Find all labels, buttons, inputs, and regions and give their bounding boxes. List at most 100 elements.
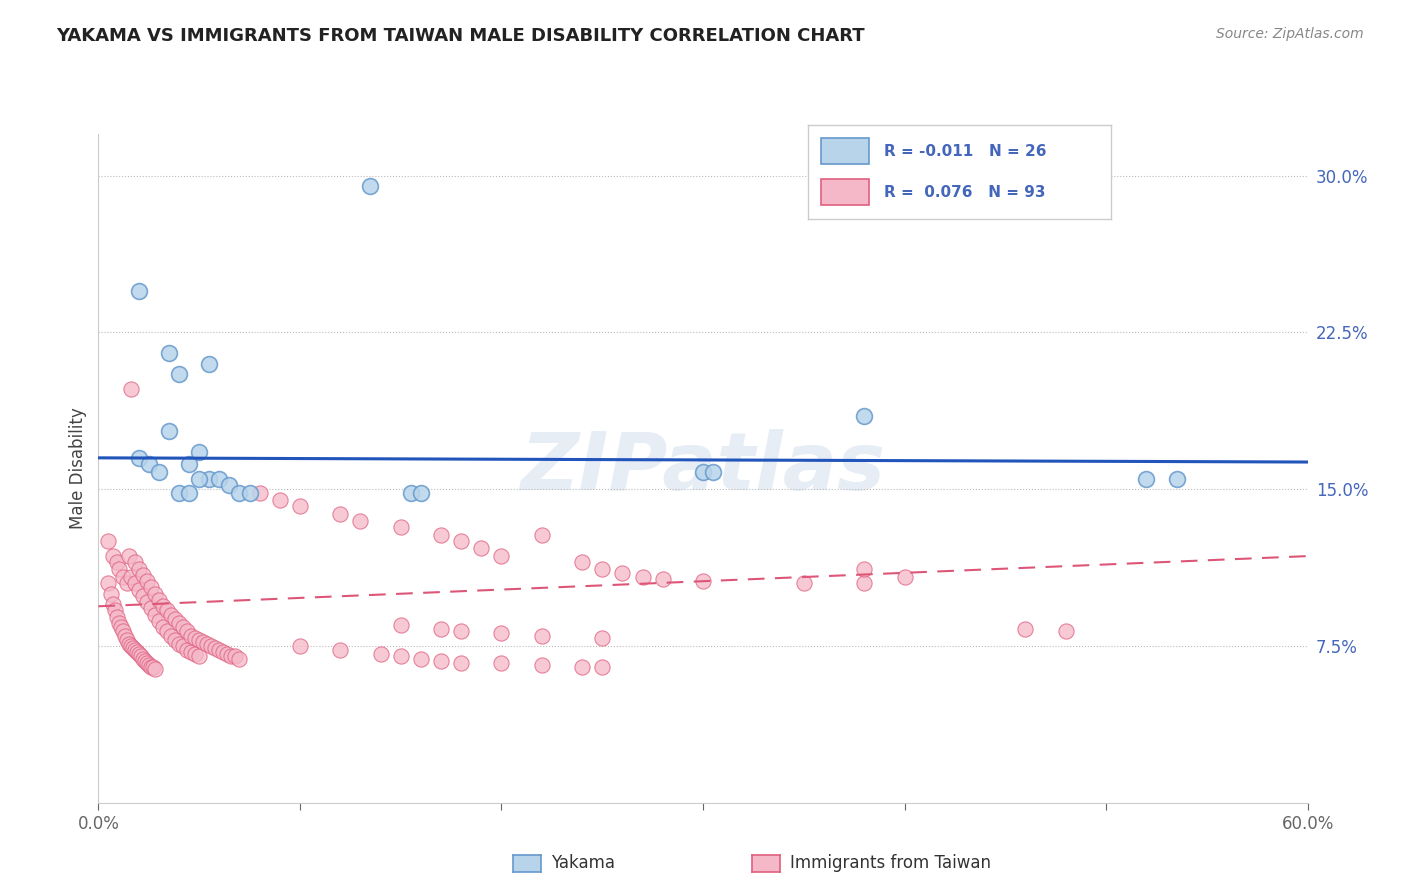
Point <box>115 576 138 591</box>
Point <box>221 649 243 664</box>
Point <box>853 576 876 591</box>
Point <box>288 499 311 513</box>
Point <box>135 656 157 670</box>
Text: R =  0.076   N = 93: R = 0.076 N = 93 <box>884 185 1046 200</box>
Point <box>120 570 142 584</box>
Point <box>1135 472 1157 486</box>
Point <box>200 639 222 653</box>
Point <box>118 549 141 563</box>
Point <box>97 534 120 549</box>
Point <box>329 508 352 522</box>
Point <box>101 549 124 563</box>
Point <box>208 643 231 657</box>
Point <box>121 641 143 656</box>
Point <box>157 424 180 438</box>
Point <box>430 622 453 636</box>
Point <box>612 566 634 580</box>
Point <box>530 657 553 672</box>
Point <box>172 639 194 653</box>
Point <box>163 612 186 626</box>
Point <box>193 635 215 649</box>
Point <box>124 576 146 591</box>
Point <box>138 457 160 471</box>
Point <box>148 614 170 628</box>
Point <box>430 654 453 668</box>
Point <box>129 649 152 664</box>
Point <box>139 581 162 595</box>
Point <box>288 639 311 653</box>
Point <box>217 648 239 662</box>
Point <box>120 639 142 653</box>
Point <box>124 643 146 657</box>
Text: R = -0.011   N = 26: R = -0.011 N = 26 <box>884 144 1046 159</box>
Point <box>163 632 186 647</box>
Point <box>188 444 211 458</box>
Point <box>228 486 250 500</box>
Point <box>179 457 201 471</box>
Text: Yakama: Yakama <box>551 855 616 872</box>
Point <box>1054 624 1077 639</box>
Point <box>167 637 190 651</box>
Point <box>139 660 162 674</box>
Point <box>692 574 714 589</box>
Point <box>128 284 150 298</box>
Point <box>389 649 412 664</box>
Point <box>135 574 157 589</box>
Point <box>180 628 202 642</box>
Point <box>115 632 138 647</box>
Point <box>143 607 166 622</box>
Point <box>124 555 146 569</box>
Point <box>651 572 673 586</box>
Point <box>160 607 183 622</box>
Point <box>101 597 124 611</box>
Point <box>591 660 613 674</box>
Point <box>198 357 221 371</box>
Point <box>148 593 170 607</box>
Point <box>239 486 262 500</box>
Point <box>631 570 654 584</box>
Point <box>702 466 724 480</box>
Point <box>167 615 190 630</box>
Point <box>110 620 132 634</box>
Point <box>571 555 593 569</box>
Point <box>134 654 156 668</box>
Point <box>1166 472 1188 486</box>
Point <box>128 582 150 597</box>
Point <box>160 628 183 642</box>
Point <box>156 603 179 617</box>
Point <box>204 641 226 656</box>
Text: Source: ZipAtlas.com: Source: ZipAtlas.com <box>1216 27 1364 41</box>
Point <box>167 486 190 500</box>
Point <box>591 631 613 645</box>
Point <box>491 656 513 670</box>
Point <box>360 179 382 194</box>
Point <box>212 645 235 659</box>
Point <box>105 609 128 624</box>
Point <box>111 570 134 584</box>
Point <box>370 648 392 662</box>
Point <box>105 555 128 569</box>
Point <box>132 589 155 603</box>
Point <box>138 657 160 672</box>
Point <box>97 576 120 591</box>
Point <box>142 660 165 674</box>
Point <box>157 346 180 360</box>
Point <box>176 624 198 639</box>
Point <box>491 626 513 640</box>
Point <box>107 562 129 576</box>
Text: YAKAMA VS IMMIGRANTS FROM TAIWAN MALE DISABILITY CORRELATION CHART: YAKAMA VS IMMIGRANTS FROM TAIWAN MALE DI… <box>56 27 865 45</box>
Point <box>249 486 271 500</box>
Point <box>143 662 166 676</box>
Point <box>156 624 179 639</box>
Point <box>152 620 174 634</box>
Point <box>470 541 492 555</box>
Point <box>793 576 815 591</box>
Point <box>218 478 240 492</box>
Point <box>128 562 150 576</box>
Point <box>100 587 122 601</box>
Point <box>114 628 136 642</box>
Point <box>571 660 593 674</box>
Text: Immigrants from Taiwan: Immigrants from Taiwan <box>790 855 991 872</box>
Point <box>692 466 714 480</box>
Point <box>269 492 291 507</box>
